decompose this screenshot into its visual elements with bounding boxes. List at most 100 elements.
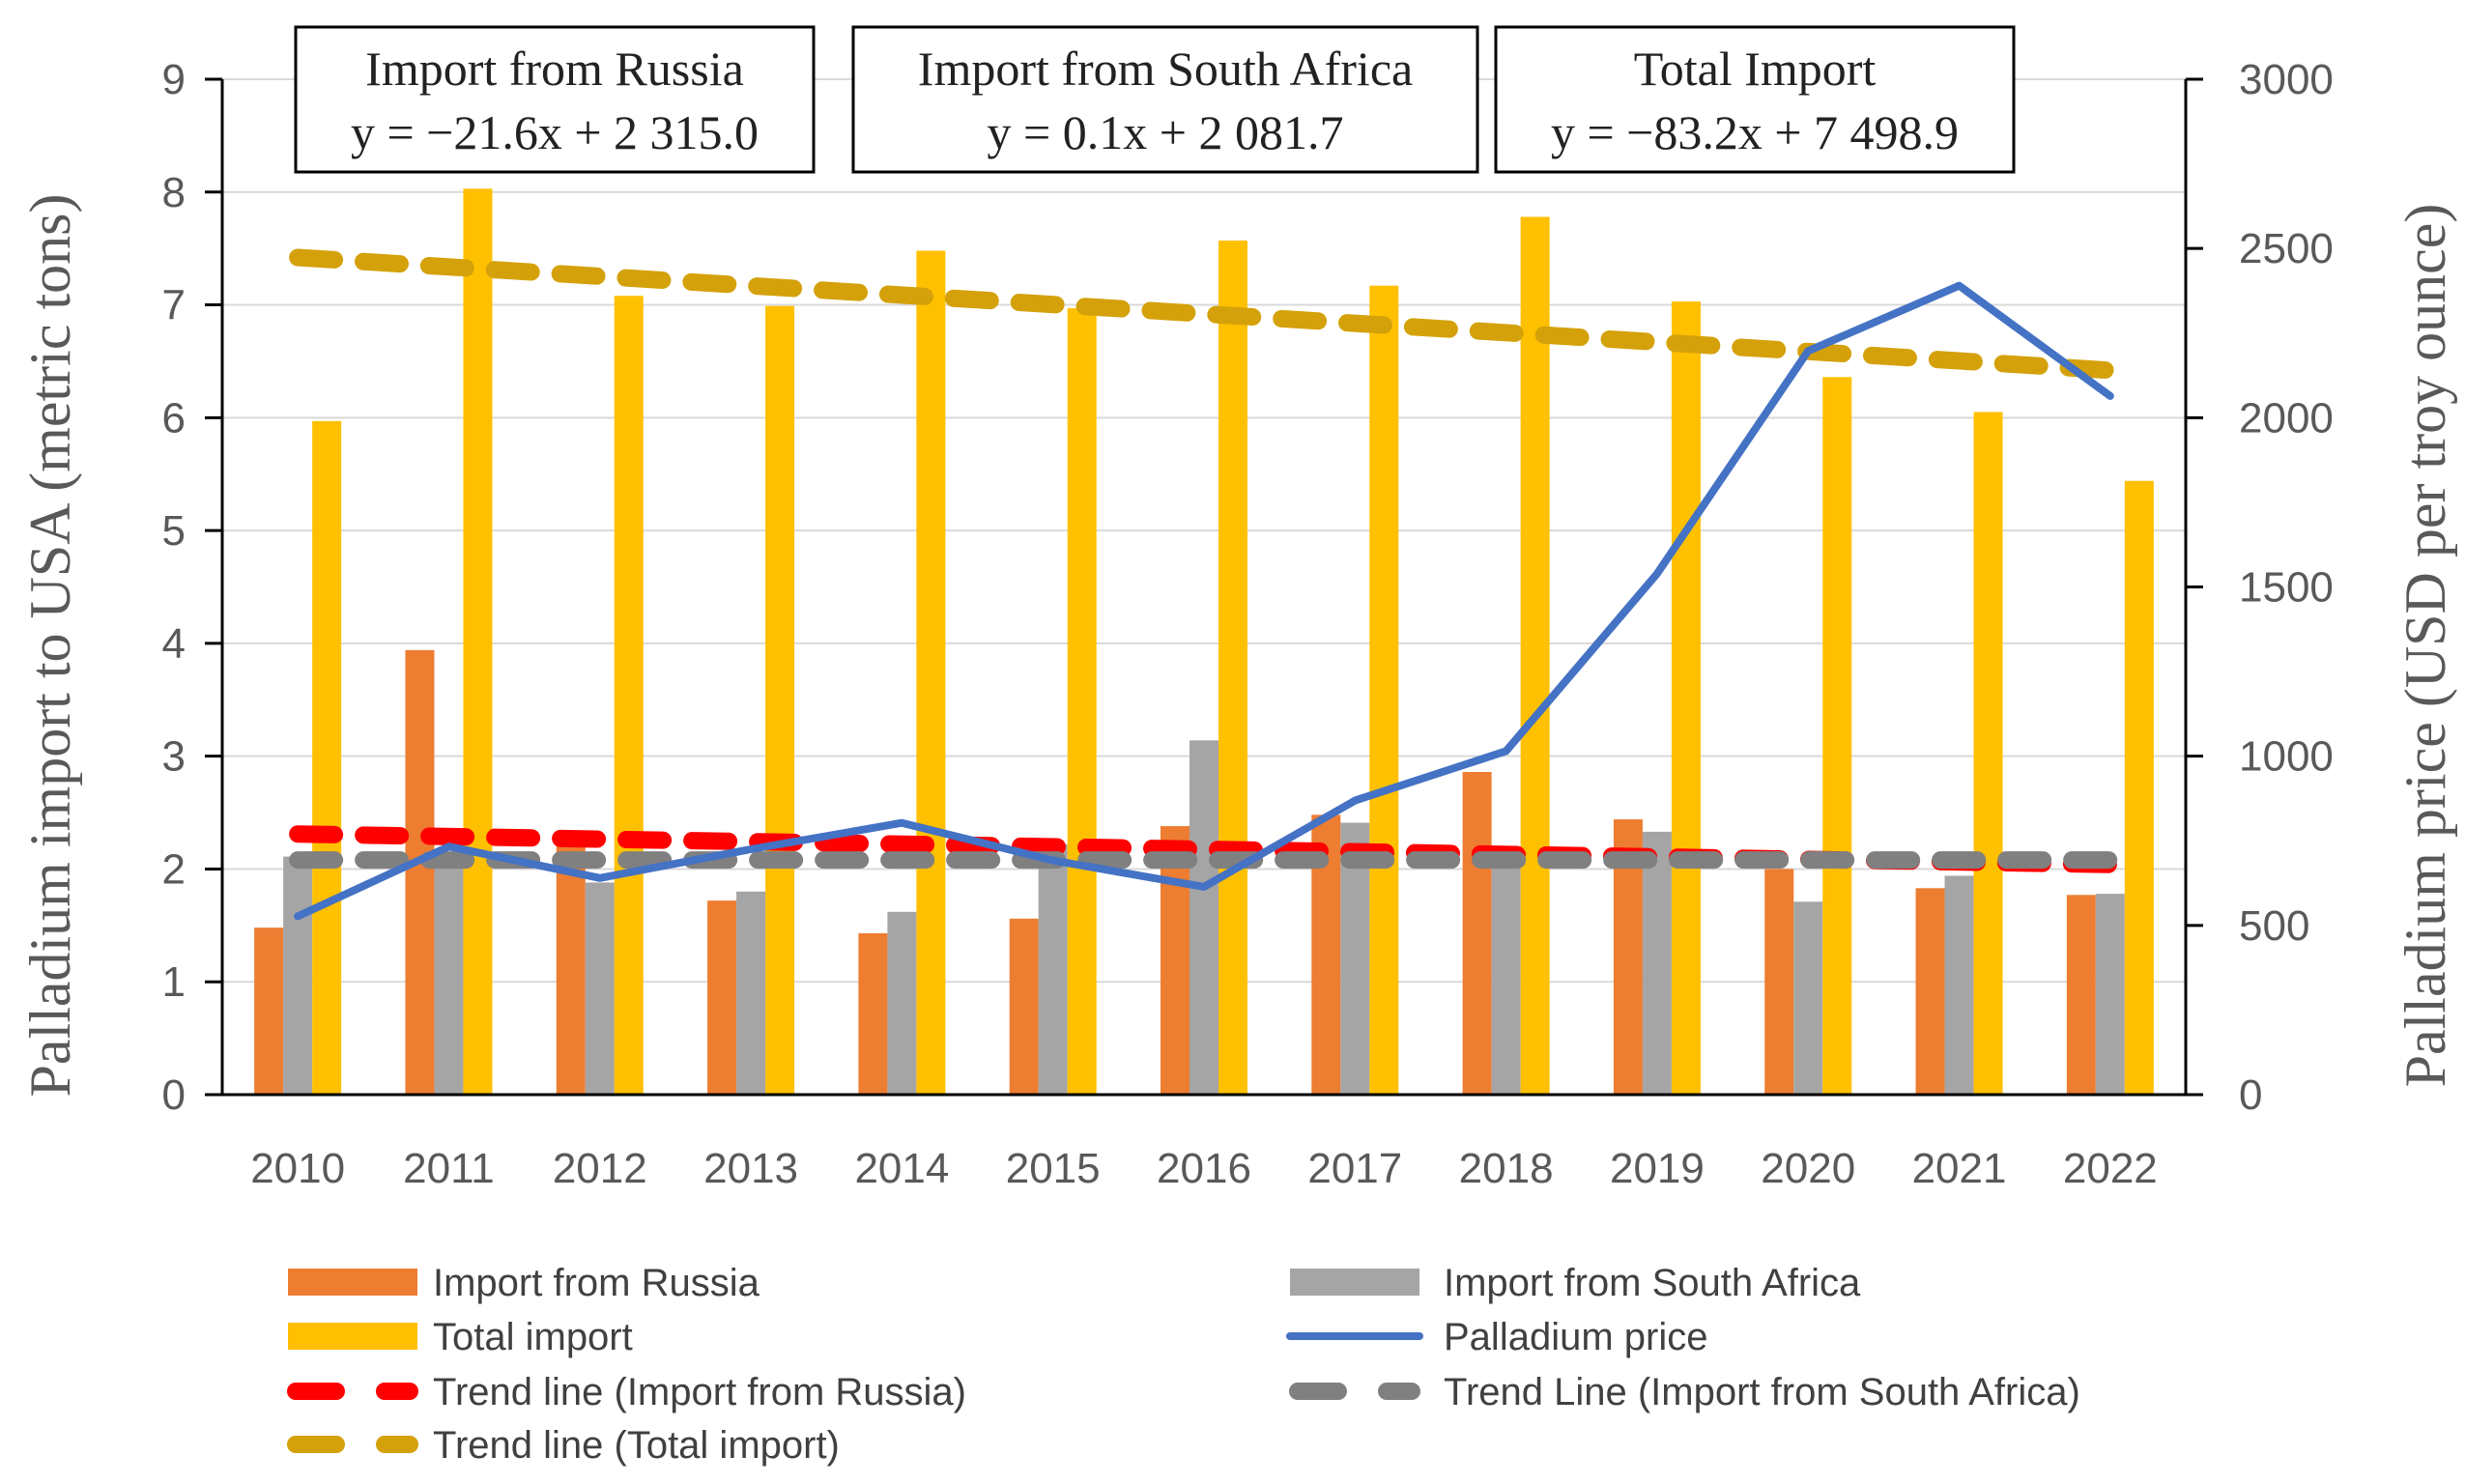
bar-total-import — [1671, 301, 1701, 1095]
left-tick-label: 2 — [162, 845, 186, 893]
bar-import-from-south-africa — [283, 856, 313, 1095]
bar-import-from-south-africa — [736, 891, 766, 1095]
left-tick-label: 6 — [162, 394, 186, 442]
bar-import-from-south-africa — [2095, 894, 2125, 1095]
bar-import-from-south-africa — [1642, 831, 1672, 1095]
left-tick-label: 3 — [162, 733, 186, 781]
bar-total-import — [1973, 412, 2003, 1095]
bar-import-from-south-africa — [1793, 901, 1823, 1095]
equation-box — [1494, 25, 2016, 174]
price-point — [1354, 799, 1357, 802]
right-tick-label: 1500 — [2239, 564, 2334, 612]
bar-total-import — [916, 250, 946, 1096]
bar-import-from-russia — [1462, 772, 1492, 1095]
x-tick-label: 2015 — [1006, 1145, 1101, 1192]
bar-import-from-russia — [858, 933, 888, 1095]
price-point — [297, 915, 300, 918]
x-tick-label: 2016 — [1157, 1145, 1251, 1192]
x-tick-label: 2017 — [1307, 1145, 1402, 1192]
bar-total-import — [463, 188, 493, 1096]
price-point — [1203, 885, 1205, 888]
x-tick-label: 2020 — [1761, 1145, 1855, 1192]
x-tick-label: 2021 — [1912, 1145, 2007, 1192]
legend-label: Import from South Africa — [1444, 1262, 1861, 1304]
bar-total-import — [614, 296, 644, 1095]
bar-import-from-russia — [254, 928, 284, 1095]
price-point — [2108, 394, 2111, 397]
bar-import-from-russia — [1009, 918, 1039, 1095]
left-tick-label: 1 — [162, 958, 186, 1006]
bar-import-from-south-africa — [1491, 854, 1521, 1095]
legend-label: Trend line (Total import) — [433, 1424, 840, 1467]
bar-import-from-russia — [1764, 869, 1794, 1095]
bar-import-from-russia — [405, 649, 435, 1095]
equation-title: Import from Russia — [365, 42, 744, 96]
bar-import-from-south-africa — [1944, 875, 1974, 1095]
left-axis-title: Palladium import to USA (metric tons) — [18, 194, 82, 1098]
price-point — [1958, 284, 1961, 287]
x-tick-label: 2018 — [1459, 1145, 1554, 1192]
trend-trend-line-total-import- — [289, 248, 2119, 380]
bar-total-import — [1369, 285, 1399, 1095]
price-point — [1051, 859, 1054, 862]
left-tick-label: 8 — [162, 169, 186, 216]
left-tick-label: 7 — [162, 282, 186, 329]
equation-box — [294, 25, 816, 174]
x-tick-label: 2014 — [854, 1145, 949, 1192]
x-tick-label: 2012 — [553, 1145, 647, 1192]
left-tick-label: 4 — [162, 620, 186, 668]
bar-total-import — [1067, 308, 1097, 1095]
right-tick-label: 3000 — [2239, 56, 2334, 103]
price-point — [447, 845, 450, 848]
right-tick-label: 2000 — [2239, 394, 2334, 442]
bar-import-from-south-africa — [887, 911, 917, 1095]
bar-import-from-south-africa — [1038, 843, 1068, 1095]
equation-formula: y = 0.1x + 2 081.7 — [988, 105, 1344, 159]
price-point — [750, 848, 753, 851]
equation-formula: y = −83.2x + 7 498.9 — [1551, 105, 1959, 159]
bar-import-from-russia — [2066, 895, 2096, 1095]
axes — [205, 77, 2203, 1097]
equation-title: Total Import — [1634, 42, 1877, 96]
legend-swatch — [1290, 1269, 1419, 1296]
left-tick-label: 9 — [162, 56, 186, 103]
legend-label: Trend line (Import from Russia) — [433, 1371, 966, 1413]
equation-box — [851, 25, 1479, 174]
bar-import-from-russia — [556, 842, 586, 1095]
x-tick-label: 2019 — [1610, 1145, 1705, 1192]
tick-labels: 0 1 2 3 4 5 6 7 8 9 0 500 1000 1500 2000 2500 3000 2010 20… — [162, 56, 2334, 1192]
bar-import-from-south-africa — [434, 851, 464, 1095]
price-line — [294, 281, 2114, 921]
legend-swatch — [288, 1269, 417, 1296]
equation-title: Import from South Africa — [918, 42, 1413, 96]
right-tick-label: 2500 — [2239, 225, 2334, 272]
legend-swatch — [288, 1323, 417, 1350]
right-tick-label: 1000 — [2239, 733, 2334, 781]
bar-import-from-russia — [707, 900, 737, 1095]
x-tick-label: 2022 — [2063, 1145, 2158, 1192]
legend-label: Total import — [433, 1316, 633, 1358]
trend-equations: Import from Russia y = −21.6x + 2 315.0 Im… — [294, 25, 2016, 174]
bar-series — [254, 188, 2154, 1096]
bar-import-from-russia — [1915, 888, 1945, 1095]
bar-total-import — [2124, 480, 2154, 1095]
price-point — [1505, 750, 1507, 753]
bar-total-import — [1218, 240, 1247, 1096]
legend-label: Trend Line (Import from South Africa) — [1444, 1371, 2080, 1413]
right-tick-label: 0 — [2239, 1071, 2262, 1119]
x-tick-label: 2013 — [703, 1145, 798, 1192]
bar-total-import — [1822, 377, 1852, 1095]
x-tick-label: 2010 — [250, 1145, 345, 1192]
price-point — [1807, 350, 1810, 353]
x-tick-label: 2011 — [403, 1145, 495, 1192]
bar-import-from-russia — [1161, 826, 1190, 1095]
bar-total-import — [1520, 216, 1550, 1096]
price-point — [1655, 572, 1658, 575]
legend-label: Palladium price — [1444, 1316, 1707, 1358]
right-tick-label: 500 — [2239, 902, 2309, 950]
legend-label: Import from Russia — [433, 1262, 760, 1304]
right-axis-title: Palladium price (USD per troy ounce) — [2393, 204, 2457, 1088]
bar-total-import — [765, 305, 795, 1095]
price-point — [598, 876, 601, 879]
